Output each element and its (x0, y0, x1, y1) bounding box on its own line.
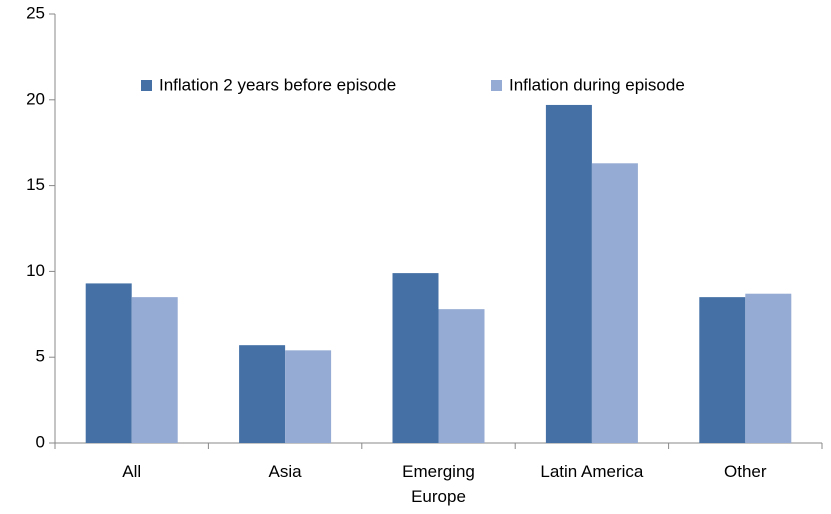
x-tick-label: Asia (268, 462, 302, 481)
y-tick-label: 0 (36, 432, 45, 451)
bar (392, 273, 439, 443)
bar (591, 163, 638, 444)
bar (545, 104, 592, 443)
bar (85, 283, 132, 443)
y-tick-label: 5 (36, 347, 45, 366)
bar (239, 345, 286, 443)
x-tick-label: Other (724, 462, 767, 481)
bar (699, 297, 746, 443)
x-label-box: Asia (268, 462, 302, 481)
legend-swatch (491, 80, 502, 91)
bar (438, 309, 485, 443)
legend-label: Inflation during episode (509, 75, 685, 94)
x-label-box: All (122, 462, 142, 481)
x-label-box: Emerging Europe (402, 462, 475, 506)
y-tick-label: 15 (26, 175, 45, 194)
x-label-box: Latin America (540, 462, 644, 481)
legend-swatch (141, 80, 152, 91)
bar (131, 297, 178, 443)
y-tick-label: 10 (26, 261, 45, 280)
bar (285, 350, 332, 443)
legend-label: Inflation 2 years before episode (159, 75, 396, 94)
x-tick-label: All (122, 462, 142, 481)
x-tick-label: Emerging Europe (402, 462, 475, 506)
x-tick-label: Latin America (540, 462, 644, 481)
bar (745, 293, 792, 443)
x-label-box: Other (724, 462, 767, 481)
y-tick-label: 20 (26, 89, 45, 108)
y-tick-label: 25 (26, 3, 45, 22)
